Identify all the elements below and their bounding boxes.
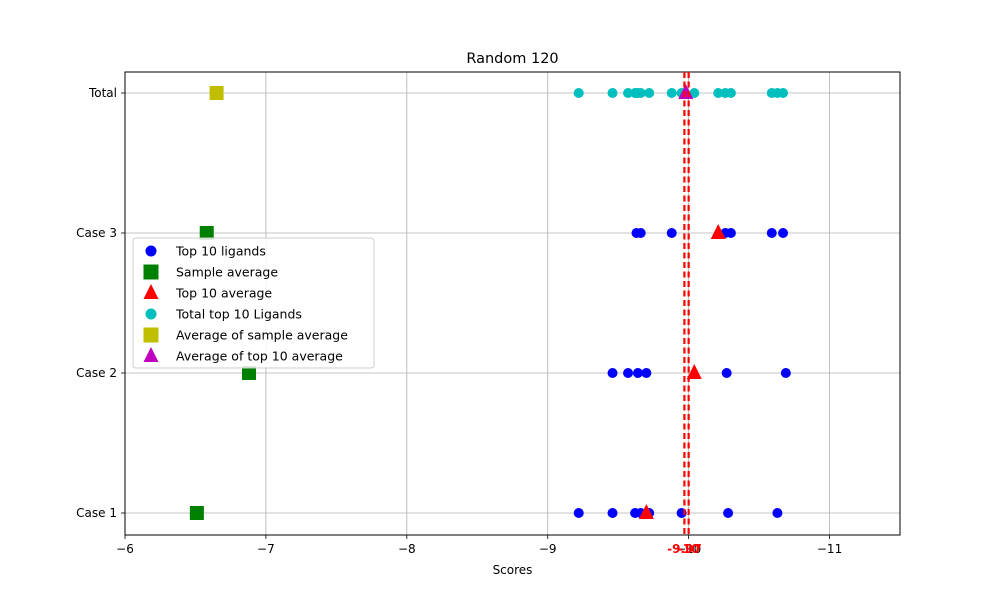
- data-point: [607, 368, 618, 378]
- series-3: [573, 88, 789, 98]
- x-tick-label: −11: [817, 542, 842, 556]
- legend-label: Average of sample average: [176, 328, 348, 343]
- data-point: [778, 88, 789, 98]
- data-marks: [189, 84, 791, 520]
- series-1: [189, 226, 256, 520]
- legend-marker: [145, 308, 157, 320]
- axis-ticks: −6 −7 −8 −9 −10 −11 Case 1 Case 2 Case 3 Total: [76, 86, 842, 556]
- legend-label: Total top 10 Ligands: [175, 307, 302, 322]
- data-point: [778, 228, 789, 238]
- plot-area: [124, 71, 901, 536]
- y-tick-label: Total: [88, 86, 117, 100]
- data-point: [242, 366, 256, 380]
- data-point: [607, 508, 618, 518]
- legend-label: Top 10 average: [175, 286, 272, 301]
- reference-line-label: -9.97: [667, 542, 702, 556]
- data-point: [189, 506, 204, 520]
- chart-title: Random 120: [466, 51, 558, 67]
- data-point: [635, 228, 646, 238]
- x-tick-label: −6: [116, 542, 134, 556]
- x-axis-title: Scores: [493, 563, 533, 577]
- legend-marker: [145, 245, 157, 257]
- y-tick-label: Case 3: [76, 226, 117, 240]
- legend: Top 10 ligands Sample average Top 10 avera…: [132, 237, 375, 369]
- legend-label: Sample average: [176, 265, 278, 280]
- data-point: [573, 508, 584, 518]
- legend-marker: [143, 347, 159, 362]
- data-point: [713, 88, 724, 98]
- data-point: [766, 228, 777, 238]
- legend-marker: [143, 264, 159, 280]
- y-tick-label: Case 2: [76, 366, 117, 380]
- x-tick-label: −10: [676, 542, 701, 556]
- data-point: [721, 368, 732, 378]
- data-point: [725, 228, 736, 238]
- data-point: [710, 224, 726, 239]
- x-tick-label: −9: [539, 542, 557, 556]
- data-point: [725, 88, 736, 98]
- data-point: [209, 86, 224, 100]
- legend-label: Top 10 ligands: [175, 244, 266, 259]
- reference-line-label: -10: [678, 542, 700, 556]
- x-tick-label: −8: [398, 542, 416, 556]
- data-point: [607, 88, 618, 98]
- x-tick-label: −7: [257, 542, 275, 556]
- data-point: [772, 508, 783, 518]
- series-2: [638, 224, 726, 519]
- data-point: [641, 368, 652, 378]
- legend-box: [132, 237, 375, 369]
- series-4: [209, 86, 224, 100]
- data-point: [689, 88, 700, 98]
- data-point: [623, 368, 634, 378]
- data-point: [199, 226, 214, 240]
- legend-marker: [143, 284, 159, 299]
- legend-label: Average of top 10 average: [176, 349, 343, 364]
- data-point: [666, 228, 677, 238]
- data-point: [632, 368, 643, 378]
- data-point: [723, 508, 734, 518]
- data-point: [573, 88, 584, 98]
- data-point: [666, 88, 677, 98]
- data-point: [780, 368, 791, 378]
- data-point: [635, 88, 646, 98]
- y-tick-label: Case 1: [76, 506, 117, 520]
- data-point: [686, 364, 702, 379]
- data-point: [623, 88, 634, 98]
- legend-marker: [143, 327, 159, 343]
- reference-lines: -9.97-10: [667, 72, 702, 556]
- data-point: [638, 504, 654, 519]
- data-point: [644, 88, 655, 98]
